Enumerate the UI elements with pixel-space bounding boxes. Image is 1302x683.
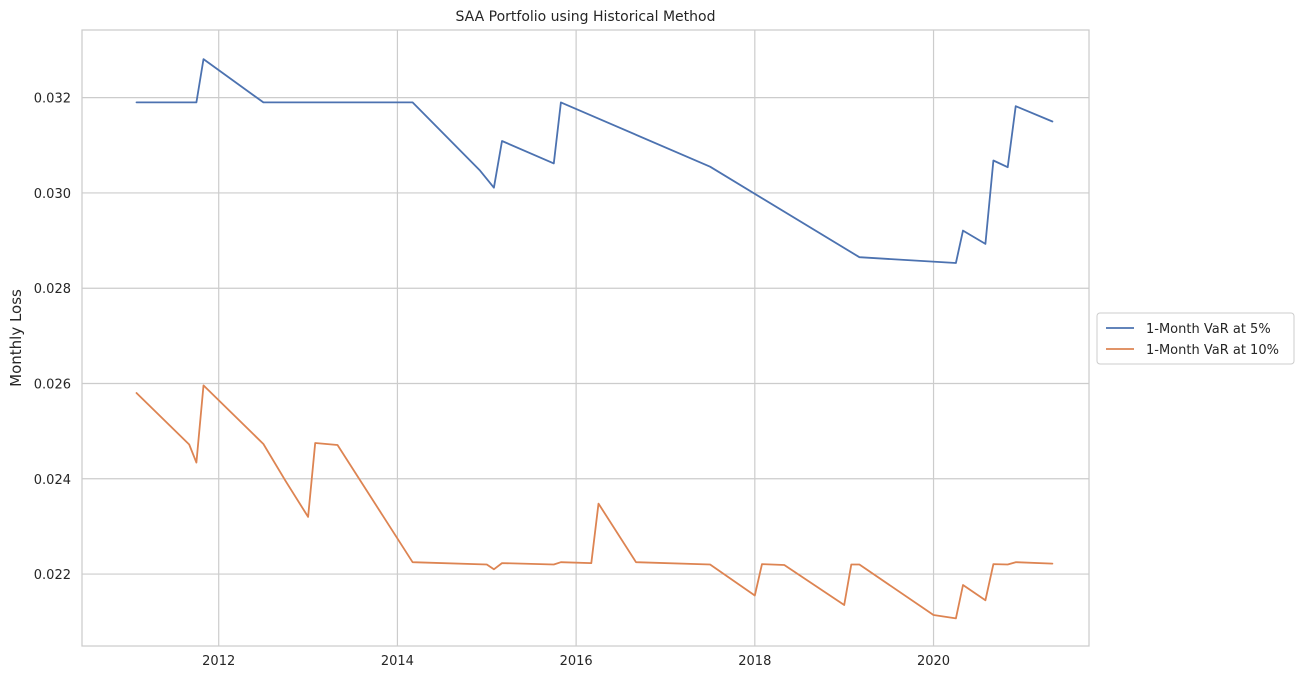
chart-title: SAA Portfolio using Historical Method (456, 9, 716, 25)
y-tick-label: 0.030 (34, 187, 71, 202)
x-tick-label: 2020 (917, 654, 950, 669)
legend-label-series-2: 1-Month VaR at 10% (1146, 343, 1279, 358)
series-line-2 (135, 384, 1054, 620)
x-axis-ticks: 2012 2014 2016 2018 2020 (202, 654, 950, 669)
y-tick-label: 0.032 (34, 92, 71, 107)
legend: 1-Month VaR at 5% 1-Month VaR at 10% (1096, 312, 1295, 365)
y-axis-ticks: 0.022 0.024 0.026 0.028 0.030 0.032 (34, 92, 71, 583)
x-tick-label: 2014 (381, 654, 414, 669)
y-tick-label: 0.022 (34, 568, 71, 583)
y-tick-label: 0.028 (34, 282, 71, 297)
x-tick-label: 2018 (738, 654, 771, 669)
legend-label-series-1: 1-Month VaR at 5% (1146, 322, 1271, 337)
legend-box (1096, 312, 1295, 365)
plot-frame (81, 29, 1090, 647)
series-line-1 (135, 58, 1054, 264)
x-tick-label: 2016 (560, 654, 593, 669)
grid (82, 30, 1089, 646)
y-axis-label: Monthly Loss (7, 289, 25, 387)
y-tick-label: 0.024 (34, 473, 71, 488)
series-layer (135, 58, 1054, 620)
y-tick-label: 0.026 (34, 377, 71, 392)
x-tick-label: 2012 (202, 654, 235, 669)
